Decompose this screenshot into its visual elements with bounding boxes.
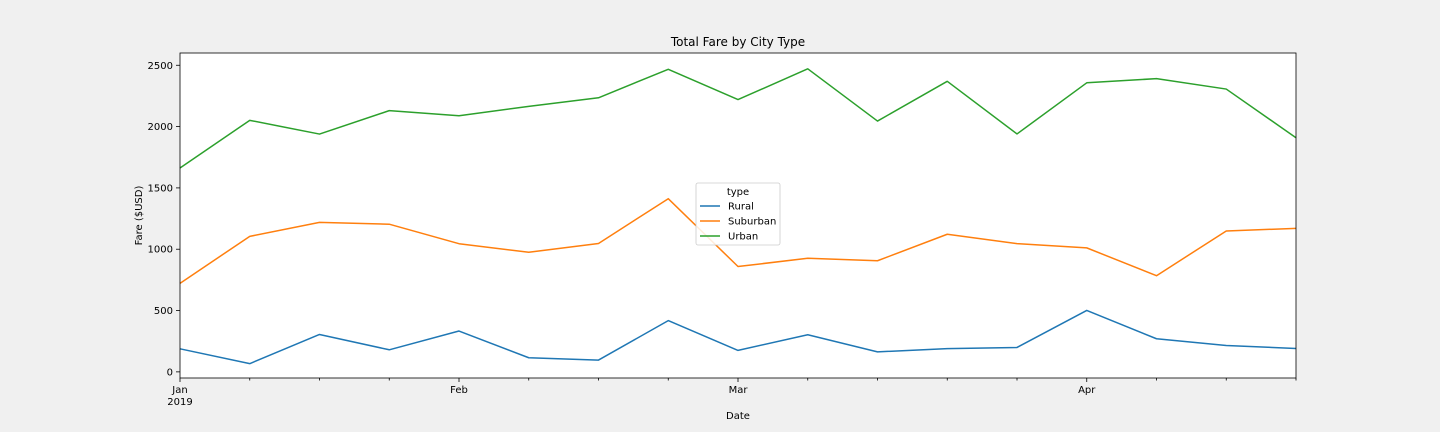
x-tick-label: Jan xyxy=(171,385,187,396)
legend-box xyxy=(695,182,781,246)
series-line-rural xyxy=(179,309,1297,365)
y-tick-label: 500 xyxy=(154,306,173,317)
series-lines xyxy=(179,68,1297,365)
legend-label-urban: Urban xyxy=(728,232,758,243)
y-axis-label: Fare ($USD) xyxy=(134,186,145,246)
series-line-suburban xyxy=(179,197,1297,284)
x-tick-label: Apr xyxy=(1078,385,1096,396)
legend: type Rural Suburban Urban xyxy=(695,182,781,246)
y-axis-ticks: 0 500 1000 1500 2000 2500 xyxy=(148,61,180,378)
legend-label-rural: Rural xyxy=(728,202,754,213)
x-tick-label: Feb xyxy=(450,385,468,396)
y-tick-label: 2000 xyxy=(148,122,173,133)
y-tick-label: 1000 xyxy=(148,245,173,256)
x-tick-label: Mar xyxy=(729,385,749,396)
x-axis-label: Date xyxy=(726,411,750,422)
y-tick-label: 0 xyxy=(167,367,173,378)
legend-label-suburban: Suburban xyxy=(728,217,776,228)
plot-frame xyxy=(179,52,1297,379)
y-tick-label: 2500 xyxy=(148,61,173,72)
chart-title: Total Fare by City Type xyxy=(670,35,805,49)
y-tick-label: 1500 xyxy=(148,183,173,194)
legend-title: type xyxy=(727,187,749,198)
x-tick-sublabel: 2019 xyxy=(167,397,192,408)
series-line-urban xyxy=(179,68,1297,169)
